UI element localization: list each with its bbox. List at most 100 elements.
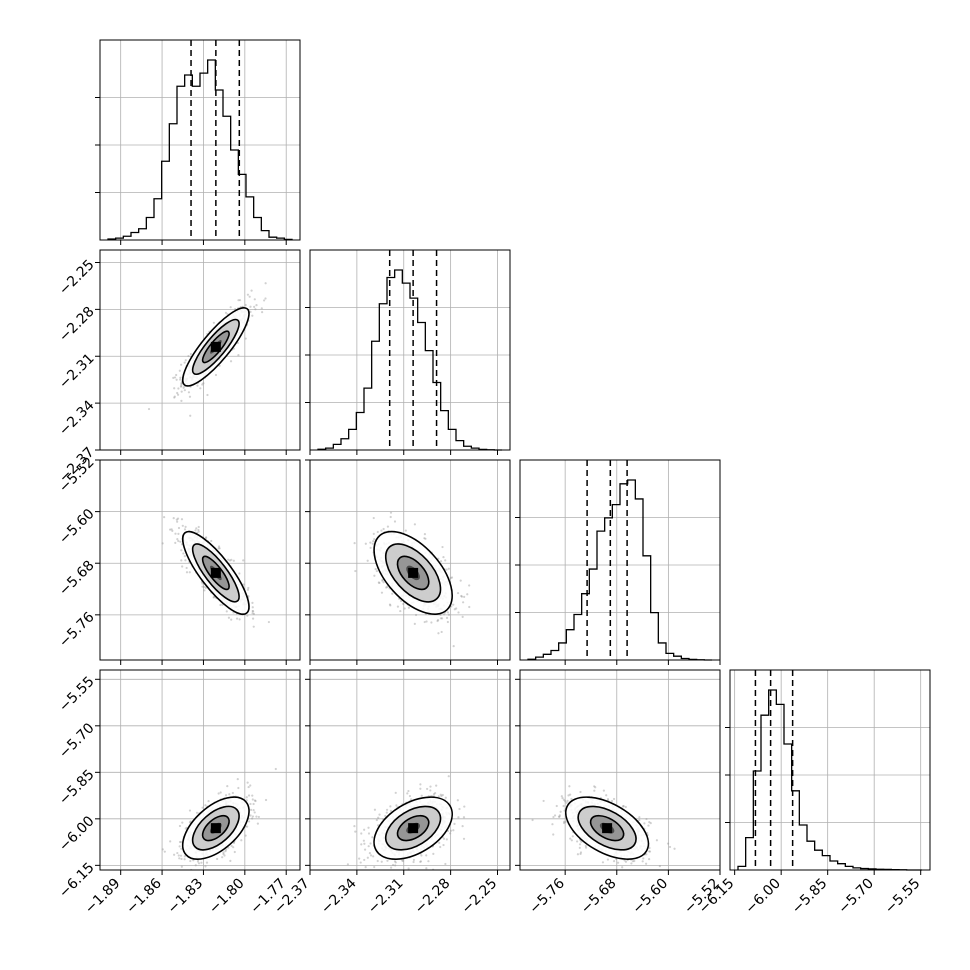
scatter-point xyxy=(366,878,368,880)
hist-panel-p0 xyxy=(95,39,301,245)
scatter-point xyxy=(251,794,254,797)
scatter-point xyxy=(189,859,192,863)
density-peak xyxy=(408,567,419,578)
scatter-point xyxy=(450,576,454,579)
scatter-point xyxy=(389,515,392,519)
x-tick-label: −2.25 xyxy=(459,876,501,918)
scatter-point xyxy=(369,541,372,544)
scatter-point xyxy=(173,387,176,390)
scatter-point xyxy=(260,307,263,310)
scatter-point xyxy=(435,784,438,787)
scatter-point xyxy=(377,581,380,584)
scatter-point xyxy=(251,606,254,609)
scatter-point xyxy=(174,532,177,535)
scatter-point xyxy=(648,850,651,853)
scatter-point xyxy=(388,603,392,606)
scatter-point xyxy=(384,814,387,818)
scatter-point xyxy=(406,792,409,795)
scatter-point xyxy=(205,536,208,539)
scatter-point xyxy=(605,794,608,797)
scatter-point xyxy=(251,617,255,620)
scatter-point xyxy=(172,517,175,520)
scatter-point xyxy=(254,308,257,311)
scatter-point xyxy=(248,295,251,298)
scatter-point xyxy=(606,858,610,861)
scatter-point xyxy=(183,855,186,858)
scatter-point xyxy=(561,797,564,800)
scatter-point xyxy=(419,860,422,863)
scatter-point xyxy=(177,854,180,857)
scatter-point xyxy=(557,815,561,818)
scatter-point xyxy=(222,852,225,856)
scatter-point xyxy=(372,516,375,520)
scatter-point xyxy=(354,830,357,833)
scatter-point xyxy=(194,529,197,532)
scatter-point xyxy=(633,859,636,863)
scatter-point xyxy=(200,861,203,864)
scatter-point xyxy=(197,525,200,529)
scatter-point xyxy=(449,576,452,580)
scatter-point xyxy=(252,802,255,806)
scatter-point xyxy=(366,856,369,859)
scatter-point xyxy=(389,511,393,514)
scatter-point xyxy=(569,837,572,840)
scatter-point xyxy=(442,843,445,847)
scatter-point xyxy=(673,847,676,850)
scatter-point xyxy=(412,858,416,862)
scatter-point xyxy=(447,613,451,616)
scatter-point xyxy=(442,837,446,840)
scatter-point xyxy=(203,589,206,592)
scatter-point xyxy=(459,579,462,582)
scatter-point xyxy=(375,569,379,573)
scatter-point xyxy=(171,529,174,533)
density-panel-p3-vs-p1: −2.37 −2.34 −2.31 −2.28 −2.25 xyxy=(271,669,511,918)
density-peak xyxy=(602,823,613,834)
scatter-point xyxy=(394,791,397,794)
scatter-point xyxy=(185,566,188,570)
scatter-point xyxy=(373,865,376,869)
scatter-point xyxy=(452,603,455,606)
hist-panel-p2 xyxy=(515,459,721,665)
scatter-point xyxy=(420,794,423,797)
scatter-point xyxy=(371,542,374,545)
scatter-point xyxy=(180,549,183,552)
panel-frame xyxy=(99,459,301,661)
scatter-point xyxy=(647,824,650,827)
scatter-point xyxy=(601,861,605,864)
scatter-point xyxy=(195,811,199,814)
scatter-point xyxy=(378,813,381,816)
scatter-point xyxy=(610,799,614,803)
scatter-point xyxy=(552,815,555,819)
scatter-point xyxy=(445,838,448,841)
scatter-point xyxy=(250,289,253,292)
scatter-point xyxy=(180,382,183,386)
scatter-point xyxy=(570,797,573,801)
scatter-point xyxy=(254,799,257,803)
scatter-point xyxy=(225,610,228,613)
scatter-point xyxy=(569,793,572,796)
scatter-points xyxy=(346,775,466,880)
scatter-point xyxy=(436,619,440,622)
scatter-point xyxy=(461,615,464,618)
scatter-point xyxy=(386,585,389,589)
scatter-point xyxy=(237,299,240,302)
scatter-point xyxy=(649,822,652,825)
scatter-point xyxy=(204,804,207,807)
scatter-point xyxy=(360,832,363,835)
scatter-point xyxy=(442,613,446,616)
scatter-point xyxy=(446,620,449,624)
scatter-point xyxy=(617,861,620,864)
scatter-point xyxy=(261,311,264,314)
scatter-point xyxy=(178,840,182,844)
scatter-point xyxy=(176,520,179,523)
scatter-point xyxy=(382,527,385,531)
scatter-point xyxy=(176,538,179,541)
scatter-point xyxy=(584,844,587,848)
scatter-point xyxy=(189,352,193,356)
scatter-point xyxy=(531,818,534,822)
scatter-point xyxy=(194,864,197,867)
x-tick-label: −1.80 xyxy=(206,876,248,918)
scatter-point xyxy=(176,393,180,396)
scatter-point xyxy=(237,786,240,790)
scatter-point xyxy=(391,592,394,595)
